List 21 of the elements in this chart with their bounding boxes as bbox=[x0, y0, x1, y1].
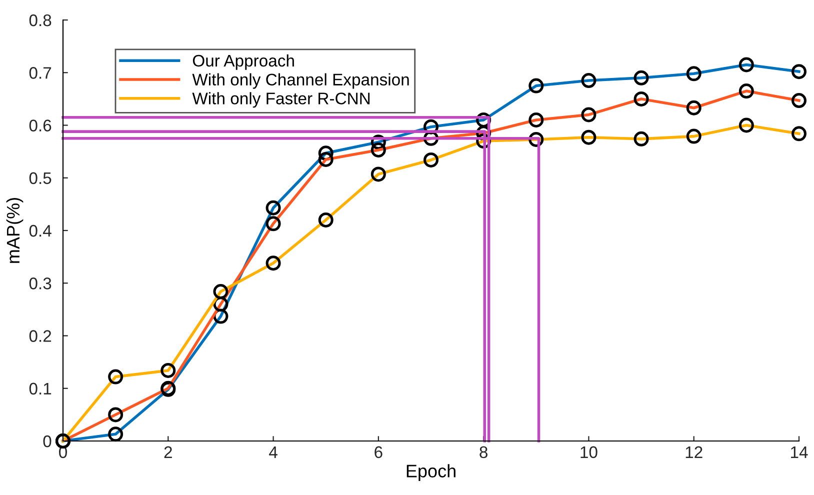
legend-label: With only Channel Expansion bbox=[192, 73, 409, 89]
x-tick-label: 6 bbox=[374, 446, 382, 458]
x-tick-label: 10 bbox=[580, 446, 598, 458]
legend-label: With only Faster R-CNN bbox=[192, 92, 370, 108]
x-axis-title: Epoch bbox=[406, 464, 456, 482]
y-axis-title: mAP(%) bbox=[6, 198, 24, 263]
x-tick-label: 4 bbox=[269, 446, 278, 458]
x-tick-label: 8 bbox=[480, 446, 488, 458]
legend-label: Our Approach bbox=[192, 54, 294, 70]
y-tick-label: 0.4 bbox=[29, 224, 52, 237]
x-tick-label: 12 bbox=[686, 446, 702, 458]
x-tick-label: 2 bbox=[164, 446, 172, 458]
y-tick-label: 0.1 bbox=[29, 382, 52, 395]
y-tick-label: 0.6 bbox=[29, 120, 52, 132]
y-tick-label: 0.2 bbox=[29, 330, 52, 342]
y-tick-label: 0.5 bbox=[29, 172, 52, 184]
y-tick-label: 0 bbox=[43, 435, 52, 448]
y-tick-label: 0.3 bbox=[29, 278, 52, 290]
y-tick-label: 0.7 bbox=[29, 67, 52, 79]
x-tick-label: 14 bbox=[791, 446, 808, 458]
y-tick-label: 0.8 bbox=[29, 14, 52, 26]
